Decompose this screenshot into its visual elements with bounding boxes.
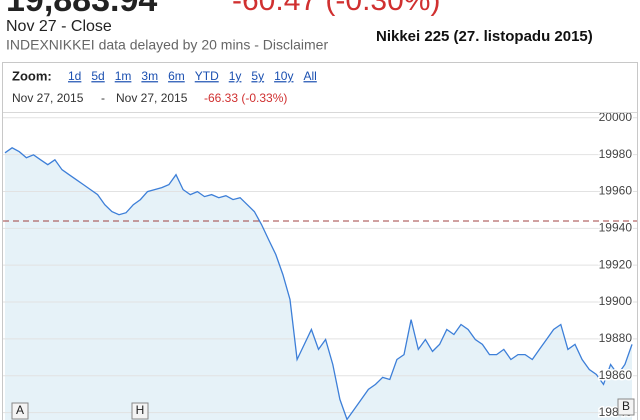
plot: 1984019860198801990019920199401996019980… bbox=[3, 110, 637, 420]
zoom-label: Zoom: bbox=[12, 68, 52, 83]
y-tick-label: 20000 bbox=[599, 110, 633, 124]
price: 19,883.94 bbox=[6, 0, 157, 19]
area bbox=[5, 147, 632, 420]
zoom-option[interactable]: 1y bbox=[229, 69, 242, 83]
zoom-option[interactable]: 1d bbox=[68, 69, 81, 83]
annotation-label: A bbox=[16, 403, 24, 417]
zoom-option[interactable]: 1m bbox=[115, 69, 132, 83]
y-tick-label: 19860 bbox=[599, 368, 633, 382]
subtitle: Nov 27 - Close bbox=[6, 18, 112, 35]
annotation-flag bbox=[617, 398, 635, 416]
zoom-option[interactable]: All bbox=[303, 69, 316, 83]
annotation-flag bbox=[131, 402, 149, 420]
source: INDEXNIKKEI data delayed by 20 mins - Di… bbox=[6, 37, 328, 53]
price-change: -60.47 (-0.30%) bbox=[232, 0, 440, 17]
annotation-flag bbox=[11, 402, 29, 420]
range-separator: - bbox=[101, 91, 105, 105]
y-tick-label: 19880 bbox=[599, 331, 633, 345]
zoom-option[interactable]: YTD bbox=[195, 69, 219, 83]
chart-title: Nikkei 225 (27. listopadu 2015) bbox=[376, 28, 593, 45]
zoom-option[interactable]: 5y bbox=[251, 69, 264, 83]
zoom-option[interactable]: 6m bbox=[168, 69, 185, 83]
annotation-label: H bbox=[136, 403, 145, 417]
range-start: Nov 27, 2015 bbox=[12, 91, 84, 105]
y-tick-label: 19900 bbox=[599, 294, 633, 308]
y-tick-label: 19920 bbox=[599, 257, 633, 271]
annotation-label: B bbox=[622, 399, 630, 413]
y-tick-label: 19980 bbox=[599, 147, 633, 161]
line bbox=[4, 147, 633, 420]
zoom-option[interactable]: 10y bbox=[274, 69, 293, 83]
y-tick-label: 19940 bbox=[599, 220, 633, 234]
zoom-option[interactable]: 3m bbox=[141, 69, 158, 83]
y-tick-label: 19960 bbox=[599, 184, 633, 198]
range-change: -66.33 (-0.33%) bbox=[204, 91, 287, 105]
range-end: Nov 27, 2015 bbox=[116, 91, 188, 105]
zoom-option[interactable]: 5d bbox=[91, 69, 104, 83]
